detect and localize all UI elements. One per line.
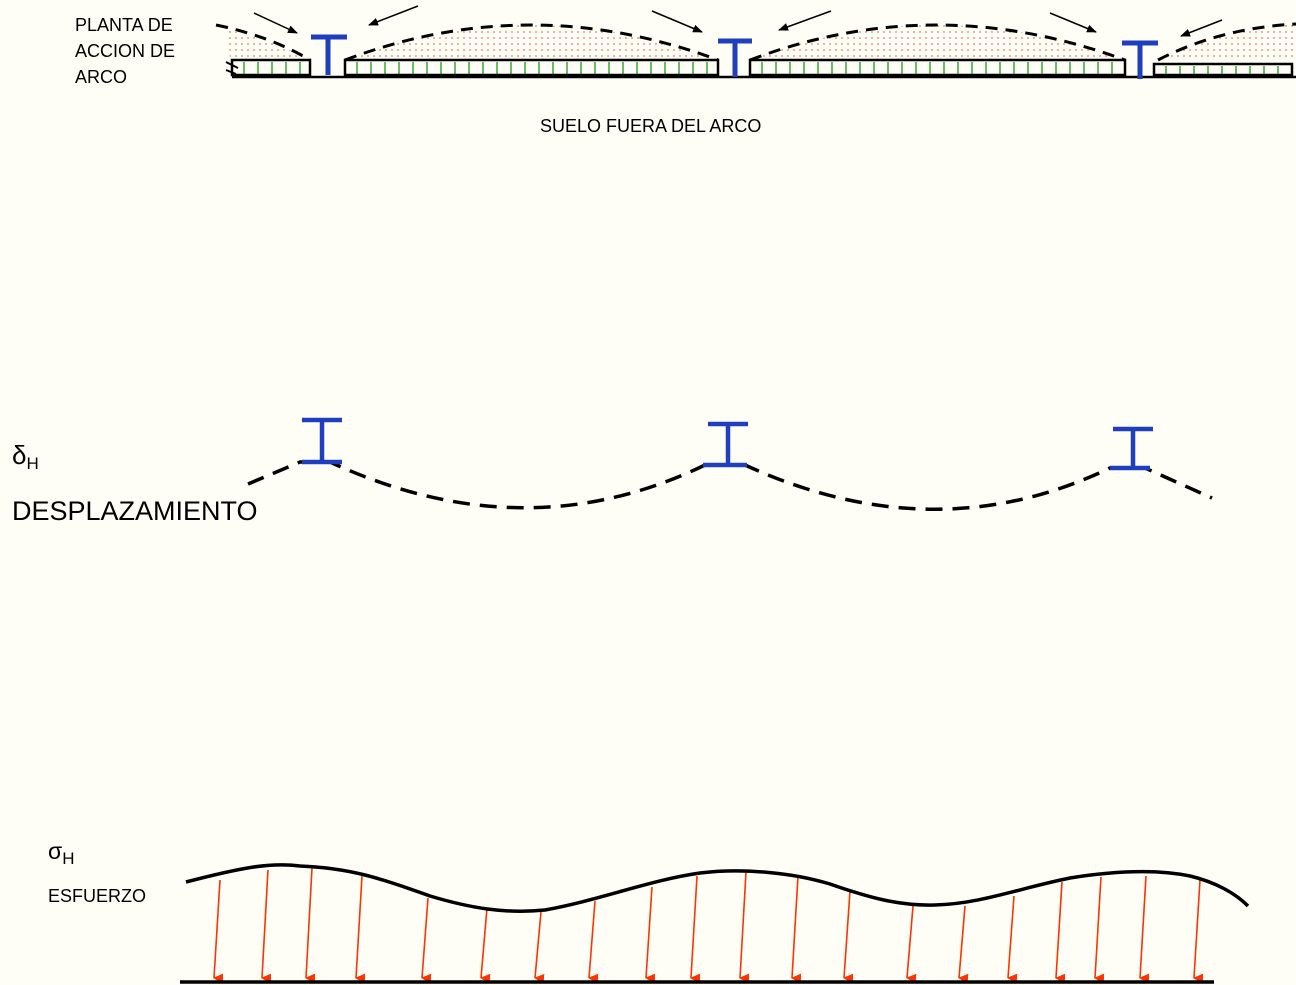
stress-arrow [1055,881,1066,984]
ground-strip-outline [1152,62,1294,77]
arch-zone-fill [1158,24,1296,60]
stress-arrow [791,875,802,984]
stress-arrow [261,869,272,984]
stress-arrow [1007,895,1018,984]
stress-arrow [739,871,750,984]
ground-strip-outline [343,58,720,77]
ground-strip [243,62,1279,75]
arch-zone-fill [750,25,1125,60]
pile-icon [1122,40,1158,79]
break-mark [225,61,239,75]
stress-arrow [1094,876,1105,984]
delta-subscript: H [26,454,39,473]
stress-arrow [355,875,366,984]
load-arrow [1180,19,1223,37]
displacement-panel [247,417,1213,511]
arch-plan-label-line: ACCION DE [75,41,176,61]
stress-arrow-group [213,867,1204,984]
stress-arrow [1139,875,1150,984]
load-arrow [651,10,703,33]
stress-label: ESFUERZO [48,886,147,906]
load-arrow [253,12,298,34]
ground-strip-outline [748,58,1127,77]
soil-label: SUELO FUERA DEL ARCO [540,116,762,136]
stress-arrow [534,911,545,984]
load-arrow [368,5,419,26]
stress-arrow [480,907,491,984]
stress-arrow [690,875,701,984]
stress-arrow [421,897,432,984]
sigma-subscript: H [62,849,75,868]
arch-plan-label-line: ARCO [75,67,128,87]
displacement-label: DESPLAZAMIENTO [12,496,258,526]
arch-plan-label-line: PLANTA DE [75,15,173,35]
displacement-symbol: δH [12,440,39,474]
soil-arch-line [215,23,311,62]
arch-zone-fill [345,25,718,60]
stress-arrow [305,867,316,984]
stress-curve [185,863,1250,913]
stress-arrow [843,890,854,984]
arch-plan-label: PLANTA DE ACCION DE ARCO [75,12,175,90]
sigma-glyph: σ [48,838,63,864]
stress-arrow [906,905,917,984]
load-arrow [778,10,832,31]
arch-plan-panel [215,5,1296,79]
pile-icon [311,34,347,75]
stress-arrow [588,900,599,984]
soil-arch-line [749,23,1126,62]
delta-glyph: δ [12,440,27,470]
arch-zone-fill [228,30,310,60]
stress-panel [180,863,1250,984]
displacement-curve [247,460,1213,511]
pile-icon [302,417,342,465]
ground-strip-outline [230,58,312,77]
pile-icon [703,421,748,468]
stress-arrow [1193,879,1204,984]
soil-arch-line [1157,22,1296,62]
stress-arrow [645,886,656,984]
pile-icon [718,38,752,77]
load-arrow [1049,12,1097,33]
soil-arch-line [344,23,719,62]
stress-arrow [958,905,969,984]
stress-symbol: σH [48,838,74,869]
pile-icon [1110,426,1153,471]
stress-arrow [213,879,224,984]
